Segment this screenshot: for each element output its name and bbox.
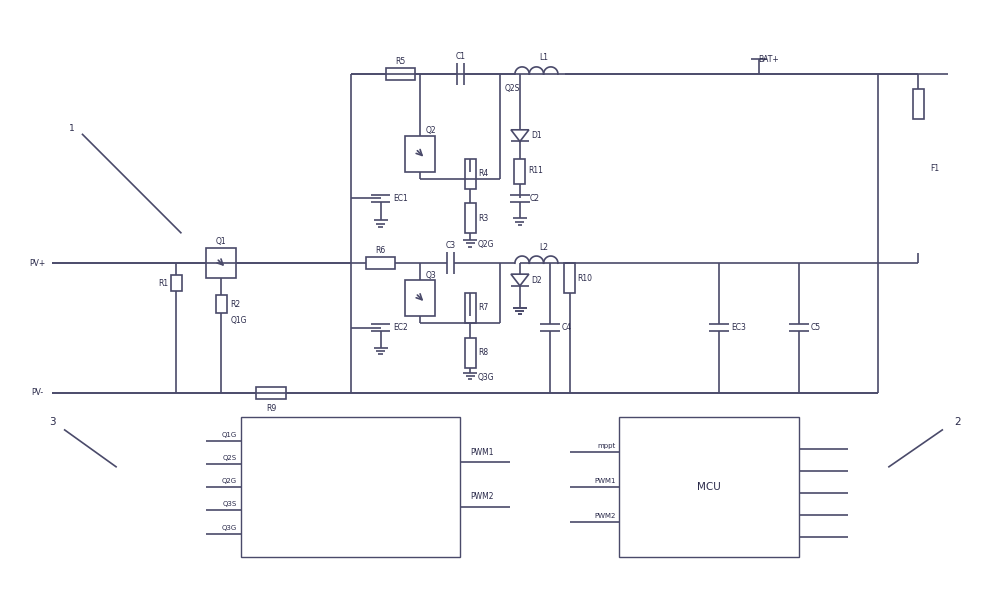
Text: PV+: PV+ (29, 259, 45, 268)
FancyBboxPatch shape (913, 89, 924, 119)
FancyBboxPatch shape (171, 275, 182, 291)
Text: Q2S: Q2S (505, 85, 520, 94)
Text: BAT+: BAT+ (758, 55, 779, 64)
Text: C2: C2 (530, 194, 540, 203)
Text: PWM1: PWM1 (594, 478, 615, 484)
Text: R10: R10 (578, 273, 593, 283)
Text: 1: 1 (69, 124, 75, 133)
FancyBboxPatch shape (241, 417, 460, 557)
Text: PWM2: PWM2 (594, 513, 615, 519)
Text: EC1: EC1 (393, 194, 408, 203)
Text: R2: R2 (230, 300, 240, 308)
Text: C3: C3 (445, 241, 455, 249)
Text: 3: 3 (49, 417, 55, 427)
FancyBboxPatch shape (206, 248, 236, 278)
Text: EC2: EC2 (393, 324, 408, 332)
FancyBboxPatch shape (564, 263, 575, 293)
Text: F1: F1 (930, 164, 939, 173)
FancyBboxPatch shape (366, 257, 395, 269)
Text: R7: R7 (478, 303, 488, 313)
FancyBboxPatch shape (465, 159, 476, 189)
Text: L1: L1 (539, 53, 548, 63)
Text: Q3G: Q3G (478, 373, 495, 382)
Text: D2: D2 (531, 276, 541, 284)
Text: R1: R1 (158, 278, 169, 287)
Text: R8: R8 (478, 348, 488, 357)
FancyBboxPatch shape (514, 159, 525, 183)
Text: Q2: Q2 (425, 126, 436, 135)
Text: Q1G: Q1G (222, 432, 237, 438)
Text: PWM1: PWM1 (470, 447, 494, 457)
FancyBboxPatch shape (619, 417, 799, 557)
Text: MCU: MCU (697, 482, 721, 492)
Text: R3: R3 (478, 214, 488, 223)
FancyBboxPatch shape (216, 295, 227, 313)
FancyBboxPatch shape (256, 387, 286, 398)
FancyBboxPatch shape (465, 293, 476, 323)
Text: Q3: Q3 (425, 271, 436, 280)
Text: R9: R9 (266, 404, 276, 413)
Text: PV-: PV- (31, 388, 43, 397)
Text: D1: D1 (531, 131, 541, 140)
Text: Q2G: Q2G (222, 478, 237, 484)
Text: R11: R11 (528, 166, 543, 175)
Text: Q1: Q1 (216, 237, 227, 246)
FancyBboxPatch shape (465, 338, 476, 368)
Text: EC3: EC3 (731, 324, 746, 332)
Text: C5: C5 (811, 324, 821, 332)
FancyBboxPatch shape (405, 135, 435, 172)
Text: R6: R6 (375, 246, 386, 255)
FancyBboxPatch shape (405, 280, 435, 316)
Text: L2: L2 (539, 243, 548, 251)
Text: Q2S: Q2S (223, 455, 237, 461)
Text: C4: C4 (562, 324, 572, 332)
Text: Q3S: Q3S (223, 501, 237, 508)
Text: C1: C1 (455, 51, 465, 61)
Text: Q2G: Q2G (478, 240, 495, 249)
Text: R4: R4 (478, 169, 488, 178)
Text: Q3G: Q3G (222, 525, 237, 531)
Text: 2: 2 (955, 417, 961, 427)
FancyBboxPatch shape (465, 204, 476, 234)
Text: R5: R5 (395, 56, 406, 66)
Text: mppt: mppt (597, 443, 615, 449)
FancyBboxPatch shape (386, 68, 415, 80)
Text: Q1G: Q1G (230, 316, 247, 326)
Text: PWM2: PWM2 (470, 492, 494, 501)
